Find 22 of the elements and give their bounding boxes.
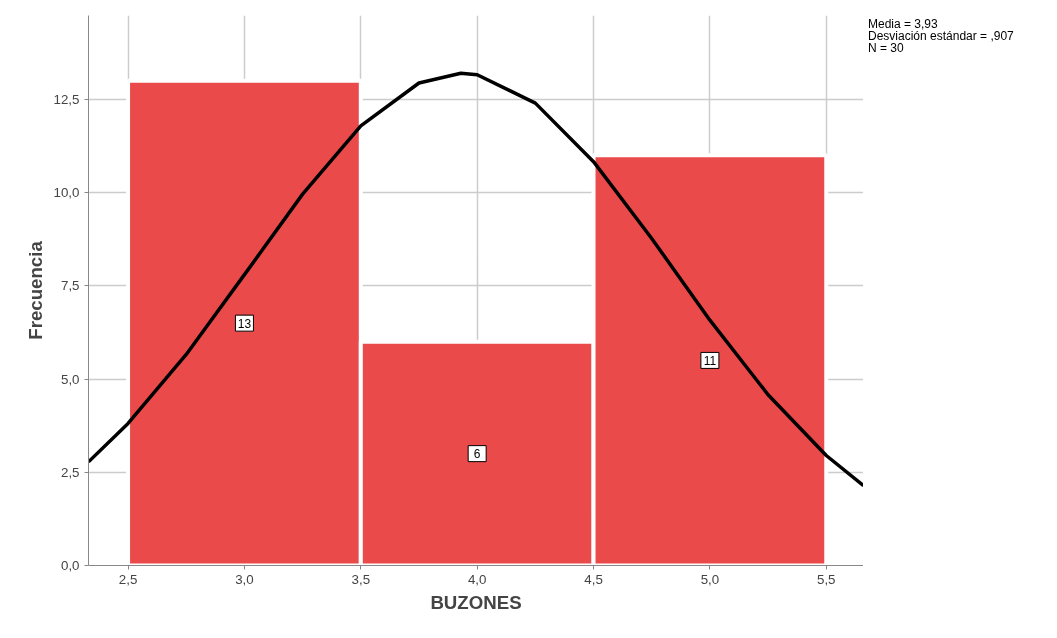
y-tick-label: 12,5 (53, 91, 80, 107)
x-axis-title: BUZONES (430, 591, 522, 613)
y-tick-label: 10,0 (53, 185, 80, 201)
x-tick-label: 5,5 (817, 571, 836, 587)
text: N = 30 (868, 41, 904, 55)
line-series (88, 71, 863, 488)
x-tick-label: 3,0 (235, 571, 254, 587)
y-axis-title: Frecuencia (24, 240, 46, 340)
data-label: 13 (237, 316, 252, 331)
x-tick-label: 2,5 (118, 571, 138, 587)
x-tick-label: 3,5 (351, 571, 371, 587)
y-tick-label: 7,5 (60, 278, 80, 294)
y-tick-label: 2,5 (60, 464, 80, 480)
y-tick-label: 0,0 (60, 558, 80, 573)
data-label: 6 (473, 447, 481, 462)
y-tick-label: 5,0 (60, 371, 80, 387)
data-label: 11 (703, 353, 717, 368)
x-tick-label: 5,0 (700, 571, 720, 587)
x-tick-label: 4,0 (467, 571, 487, 587)
text: Desviación estándar = ,907 (868, 29, 1014, 43)
text: Media = 3,93 (868, 17, 938, 31)
x-tick-label: 4,5 (584, 571, 603, 587)
